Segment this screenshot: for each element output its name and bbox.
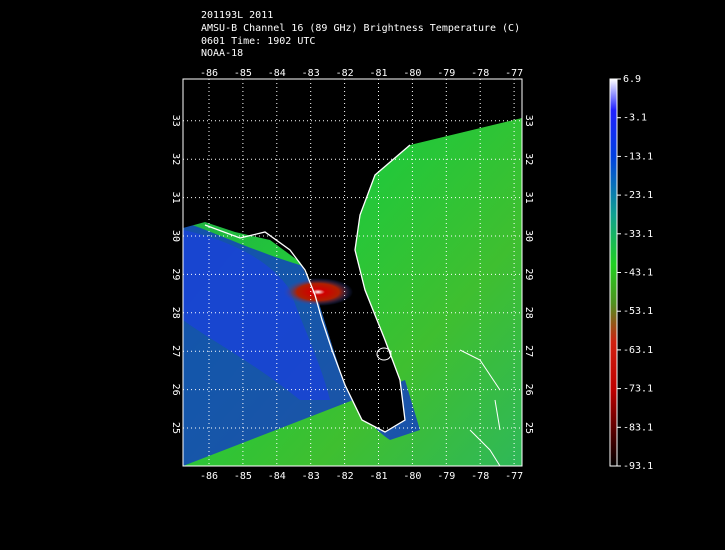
title-line: 0601 Time: 1902 UTC [201,36,315,47]
lon-label: -85 [234,471,252,482]
lon-label: -84 [268,68,286,79]
lat-label: 32 [523,153,534,165]
frame [182,78,523,467]
lon-label: -85 [234,68,252,79]
lon-label: -83 [302,471,320,482]
colorbar-label: -63.1 [623,345,653,356]
colorbar-label: -23.1 [623,190,653,201]
colorbar-ticks: 6.9 -3.1 -13.1 -23.1 -33.1 -43.1 -53.1 -63.1 -73… [617,74,653,472]
lon-label: -78 [471,471,489,482]
lat-label: 33 [170,115,181,127]
lon-label: -79 [437,68,455,79]
lon-label: -77 [505,68,523,79]
lon-label: -82 [336,471,354,482]
lat-label: 32 [170,153,181,165]
colorbar-label: -33.1 [623,229,653,240]
lat-label: 33 [523,115,534,127]
convection [283,278,353,306]
lat-label: 31 [523,192,534,204]
lon-label: -80 [403,68,421,79]
lon-label: -84 [268,471,286,482]
lat-label: 30 [523,230,534,242]
lon-label: -80 [403,471,421,482]
lat-label: 31 [170,192,181,204]
colorbar-label: -53.1 [623,306,653,317]
lat-label: 28 [523,307,534,319]
lat-label: 30 [170,230,181,242]
lon-label: -79 [437,471,455,482]
lon-label: -83 [302,68,320,79]
lat-label: 28 [170,307,181,319]
lon-label: -81 [369,68,387,79]
coastline [204,144,411,433]
lat-label: 29 [523,268,534,280]
land-nodata [183,79,522,432]
colorbar-label: 6.9 [623,74,641,85]
colorbar-label: -13.1 [623,151,653,162]
lon-label: -77 [505,471,523,482]
lat-label: 25 [170,422,181,434]
colorbar-label: -3.1 [623,113,647,124]
lake [376,347,392,361]
title-line: NOAA-18 [201,48,243,59]
lon-label: -78 [471,68,489,79]
lat-label: 26 [523,384,534,396]
colorbar-label: -73.1 [623,384,653,395]
lat-label: 27 [523,345,534,357]
colorbar-label: -83.1 [623,422,653,433]
lat-label: 26 [170,384,181,396]
map: -86 -86 -85 -85 -84 -84 -83 -83 -82 -82 -81 -81 -80 -… [170,68,534,482]
lat-label: 29 [170,268,181,280]
lon-label: -86 [200,471,218,482]
colorbar [609,78,618,467]
cold-region [183,230,330,400]
colorbar-label: -93.1 [623,461,653,472]
title: 201193L 2011 AMSU-B Channel 16 (89 GHz) … [201,10,520,59]
graticule: -86 -86 -85 -85 -84 -84 -83 -83 -82 -82 -81 -81 -80 -… [170,68,534,482]
title-line: 201193L 2011 [201,10,273,21]
lon-label: -82 [336,68,354,79]
title-line: AMSU-B Channel 16 (89 GHz) Brightness Te… [201,23,520,34]
lon-label: -81 [369,471,387,482]
lat-label: 27 [170,345,181,357]
lon-label: -86 [200,68,218,79]
colorbar-label: -43.1 [623,268,653,279]
lat-label: 25 [523,422,534,434]
